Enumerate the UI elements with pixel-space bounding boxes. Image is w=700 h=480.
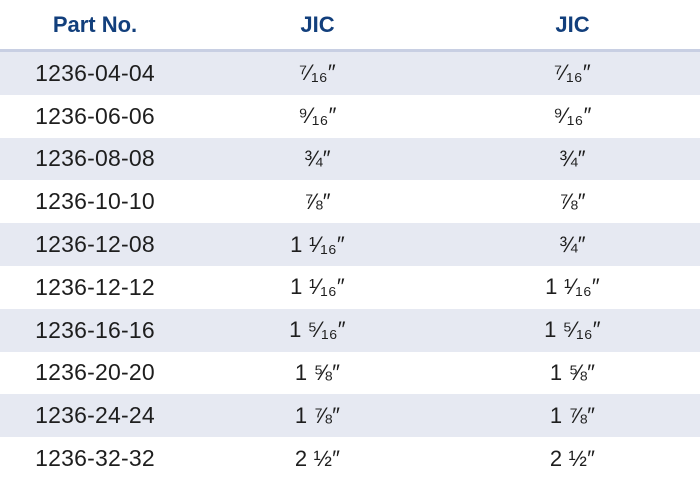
table-row: 1236-04-04 ⁷⁄₁₆″ ⁷⁄₁₆″	[0, 52, 700, 95]
table-row: 1236-10-10 ⅞″ ⅞″	[0, 180, 700, 223]
table-row: 1236-20-20 1 ⅝″ 1 ⅝″	[0, 352, 700, 395]
jic-cell: 2 ½″	[549, 445, 596, 471]
table-row: 1236-16-16 1 ⁵⁄₁₆″ 1 ⁵⁄₁₆″	[0, 308, 700, 352]
jic-cell: 1 ⁵⁄₁₆″	[544, 317, 601, 343]
part-no-cell: 1236-06-06	[35, 102, 155, 129]
jic-cell: 1 ⅞″	[294, 402, 341, 428]
part-no-cell: 1236-20-20	[35, 359, 155, 386]
table-row: 1236-08-08 ¾″ ¾″	[0, 137, 700, 181]
table-row: 1236-06-06 ⁹⁄₁₆″ ⁹⁄₁₆″	[0, 95, 700, 138]
jic-cell: ¾″	[559, 145, 586, 171]
table-header: Part No. JIC JIC	[0, 0, 700, 52]
part-no-cell: 1236-10-10	[35, 188, 155, 215]
jic-cell: ⅞″	[559, 188, 586, 214]
table-row: 1236-12-08 1 ¹⁄₁₆″ ¾″	[0, 223, 700, 266]
jic-cell: 2 ½″	[294, 445, 341, 471]
part-no-cell: 1236-32-32	[35, 445, 155, 472]
jic-cell: 1 ⁵⁄₁₆″	[289, 317, 346, 343]
jic-cell: ⁷⁄₁₆″	[299, 60, 336, 86]
part-no-cell: 1236-12-12	[35, 273, 155, 300]
header-jic-2: JIC	[555, 11, 590, 37]
jic-cell: 1 ⅞″	[549, 402, 596, 428]
part-no-cell: 1236-04-04	[35, 59, 155, 86]
table-row: 1236-24-24 1 ⅞″ 1 ⅞″	[0, 394, 700, 438]
jic-cell: ¾″	[559, 231, 586, 257]
jic-cell: 1 ¹⁄₁₆″	[545, 274, 600, 300]
part-no-cell: 1236-12-08	[35, 231, 155, 258]
table-row: 1236-12-12 1 ¹⁄₁₆″ 1 ¹⁄₁₆″	[0, 266, 700, 309]
jic-cell: ⁹⁄₁₆″	[298, 103, 337, 129]
jic-cell: 1 ¹⁄₁₆″	[290, 274, 345, 300]
table-row: 1236-32-32 2 ½″ 2 ½″	[0, 437, 700, 480]
jic-cell: ⅞″	[304, 188, 331, 214]
part-no-cell: 1236-08-08	[35, 145, 155, 172]
jic-cell: ⁹⁄₁₆″	[553, 103, 592, 129]
header-jic-1: JIC	[300, 11, 335, 37]
jic-cell: ⁷⁄₁₆″	[554, 60, 591, 86]
jic-cell: ¾″	[304, 145, 331, 171]
jic-cell: 1 ¹⁄₁₆″	[290, 231, 345, 257]
part-no-cell: 1236-24-24	[35, 402, 155, 429]
part-no-cell: 1236-16-16	[35, 316, 155, 343]
jic-cell: 1 ⅝″	[549, 359, 596, 385]
jic-cell: 1 ⅝″	[294, 359, 341, 385]
header-part-no: Part No.	[52, 11, 138, 37]
